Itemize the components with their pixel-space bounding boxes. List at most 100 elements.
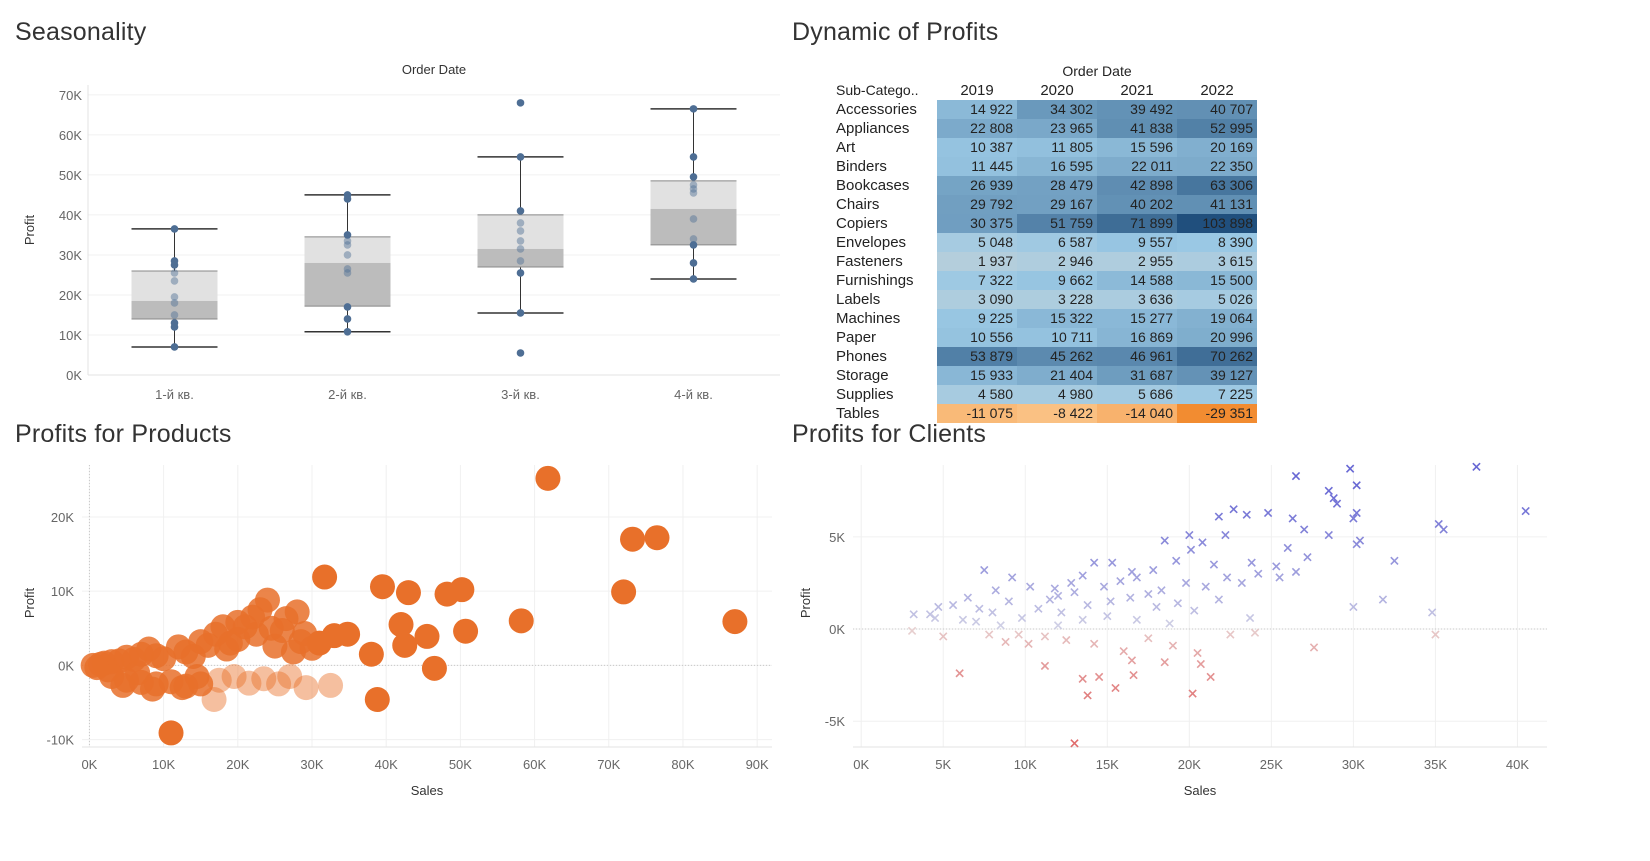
seasonality-point [689,189,698,197]
clients-point [1160,658,1169,667]
heatmap-cell: 5 686 [1097,385,1177,404]
clients-point [1070,739,1079,748]
clients-point [1053,591,1063,601]
seasonality-point [343,265,352,273]
products-point [125,660,151,686]
seasonality-chart: Order Date Profit 0K 10K 20K 30K 40K 50K 60K 70K 1… [22,62,780,402]
clients-y-tick: 0K [829,622,845,637]
products-point [392,632,418,658]
box-upper [477,214,564,249]
clients-point [1129,670,1138,680]
products-point [611,579,637,605]
heatmap-cell: 63 306 [1177,176,1257,195]
seasonality-x-tick: 1-й кв. [155,387,194,402]
seasonality-point [689,181,698,189]
products-point [395,580,421,606]
dynamic-title: Dynamic of Profits [792,18,999,46]
heatmap-cell: 34 302 [1017,100,1097,119]
heatmap-row-label: Art [836,139,856,156]
heatmap-cell: 3 636 [1097,290,1177,309]
clients-point [1108,558,1117,567]
clients-point [1185,530,1194,540]
heatmap-cell: 11 805 [1017,138,1097,157]
clients-point [1214,512,1224,521]
seasonality-point [689,185,698,193]
clients-point [1214,595,1224,604]
products-point [236,670,262,696]
clients-point [1206,672,1215,682]
heatmap-cell: 3 615 [1177,252,1257,271]
clients-point [1165,619,1174,628]
seasonality-point [689,259,698,267]
clients-x-tick: 20K [1178,757,1201,772]
heatmap-cell: 40 202 [1097,195,1177,214]
heatmap-row-label: Copiers [836,215,888,232]
clients-point [1193,648,1202,658]
products-chart: 0K 10K 20K 30K 40K 50K 60K 70K 80K 90K -10K 0K 10K 20… [22,465,772,798]
heatmap-cell: 42 898 [1097,176,1177,195]
heatmap-cell: -29 351 [1177,404,1257,423]
products-point [151,646,177,672]
clients-point [1303,552,1312,562]
clients-point [1352,508,1361,518]
seasonality-x-tick: 2-й кв. [328,387,367,402]
clients-point [1201,582,1210,591]
heatmap-cell: 7 225 [1177,385,1257,404]
heatmap-cell: 30 375 [937,214,1017,233]
clients-point [1188,689,1197,698]
seasonality-x-tick: 4-й кв. [674,387,713,402]
heatmap-cell: 41 838 [1097,119,1177,138]
heatmap-row-label: Paper [836,329,877,346]
products-point [84,655,110,681]
heatmap-row: Chairs 29 792 29 167 40 202 41 131 [832,195,1257,214]
clients-point [1119,646,1128,656]
seasonality-point [343,191,352,199]
products-point [722,609,748,635]
products-y-axis-title: Profit [22,587,37,618]
products-x-tick: 90K [746,757,769,772]
clients-point [1094,672,1104,682]
clients-point [1004,597,1014,606]
heatmap-cell: 53 879 [937,347,1017,366]
seasonality-point [343,251,352,259]
clients-point [1291,567,1301,577]
clients-point [1275,573,1284,582]
clients-point [1062,635,1071,645]
clients-point [930,613,940,623]
heatmap-cell: 15 277 [1097,309,1177,328]
heatmap-row: Labels 3 090 3 228 3 636 5 026 [832,290,1257,309]
products-x-tick: 80K [671,757,694,772]
clients-point [1237,578,1247,588]
clients-point [925,610,935,619]
clients-x-tick: 5K [935,757,951,772]
products-point [306,630,332,656]
heatmap-cell: 8 390 [1177,233,1257,252]
seasonality-point [516,269,525,277]
seasonality-x-tick: 3-й кв. [501,387,540,402]
heatmap-row: Fasteners 1 937 2 946 2 955 3 615 [832,252,1257,271]
seasonality-point [170,277,179,285]
clients-point [1198,538,1207,547]
profits-heatmap: Order Date Sub-Catego.. 2019 2020 2021 2022… [832,62,1257,423]
seasonality-point [170,343,179,351]
heatmap-cell: 10 711 [1017,328,1097,347]
heatmap-row: Appliances 22 808 23 965 41 838 52 995 [832,119,1257,138]
products-point [288,629,314,655]
clients-y-tick: -5K [825,714,846,729]
heatmap-cell: 15 500 [1177,271,1257,290]
clients-point [1007,573,1017,582]
seasonality-point [170,269,179,277]
clients-x-tick: 25K [1260,757,1283,772]
heatmap-cell: -14 040 [1097,404,1177,423]
heatmap-cell: 26 939 [937,176,1017,195]
clients-point [934,602,943,612]
clients-point [1431,630,1440,639]
seasonality-point [516,349,525,357]
heatmap-row-label: Tables [836,405,880,422]
clients-point [1190,606,1199,615]
clients-point [1291,471,1301,481]
clients-chart: 0K 5K 10K 15K 20K 25K 30K 35K 40K -5K 0K 5K Sales Pro… [798,462,1547,798]
heatmap-cell: 15 596 [1097,138,1177,157]
clients-point [1111,683,1120,693]
heatmap-cell: 7 322 [937,271,1017,290]
